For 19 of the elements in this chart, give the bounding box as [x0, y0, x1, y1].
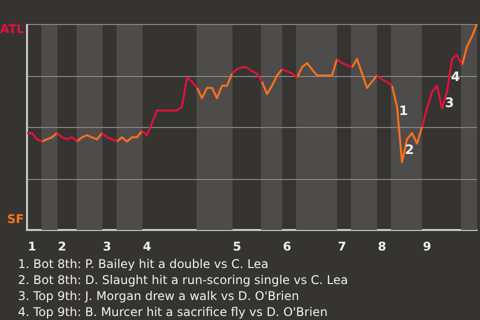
text: 2. Bot 8th: D. Slaught hit a run-scoring single vs C. Lea — [18, 272, 348, 288]
annotation: 4 — [451, 70, 460, 85]
x-tick-label: 6 — [282, 239, 292, 254]
text: 3. Top 9th: J. Morgan drew a walk vs D. O'Brien — [18, 288, 300, 304]
x-tick-label: 4 — [142, 239, 152, 254]
x-tick-label: 5 — [232, 239, 242, 254]
text: 4. Top 9th: B. Murcer hit a sacrifice fly vs D. O'Brien — [18, 304, 329, 320]
x-tick-label: 2 — [58, 239, 66, 254]
x-tick-label: 7 — [338, 239, 346, 254]
text: SF — [6, 212, 24, 226]
x-tick-label: 8 — [378, 239, 386, 254]
x-tick-label: 3 — [102, 239, 112, 254]
annotation: 1 — [399, 104, 408, 119]
text: ATL — [0, 22, 24, 36]
x-tick-label: 1 — [28, 239, 36, 254]
x-tick-label: 9 — [422, 239, 432, 254]
annotation: 3 — [445, 96, 454, 111]
annotation: 2 — [405, 143, 414, 158]
text: 1. Bot 8th: P. Bailey hit a double vs C. Lea — [18, 256, 270, 272]
